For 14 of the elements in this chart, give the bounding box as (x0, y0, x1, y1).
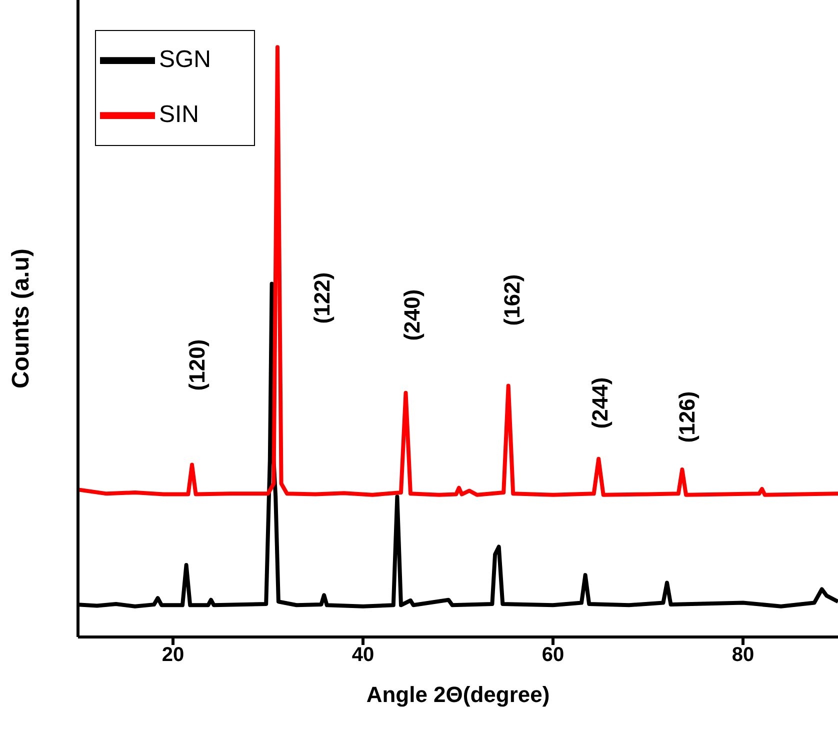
x-tick-label: 20 (162, 644, 184, 666)
x-tick-label: 40 (352, 644, 374, 666)
legend-label: SIN (159, 100, 200, 128)
y-axis-title: Counts (a.u) (8, 248, 35, 388)
x-tick-label: 60 (542, 644, 564, 666)
annotation: (120) (184, 339, 210, 391)
x-tick-label: 80 (732, 644, 754, 666)
annotation: (240) (400, 289, 424, 341)
annotation: (126) (674, 391, 700, 443)
annotation: (244) (588, 377, 612, 429)
annotation: (122) (310, 272, 334, 324)
x-axis-title: Angle 2Θ(degree) (366, 682, 550, 707)
legend-label: SGN (159, 46, 212, 73)
annotation: (162) (500, 274, 524, 326)
